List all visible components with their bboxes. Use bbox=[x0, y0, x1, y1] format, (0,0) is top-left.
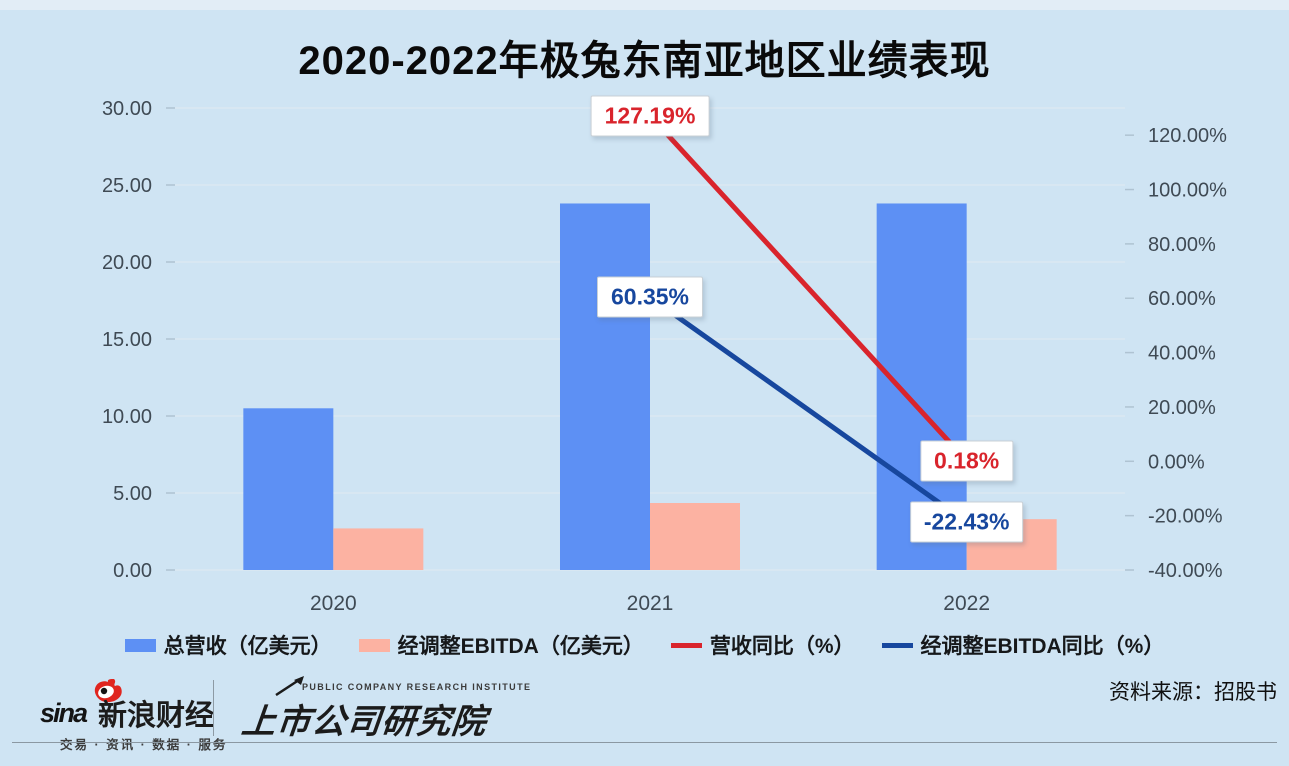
right-axis-tick-label: 0.00% bbox=[1148, 451, 1205, 473]
left-axis-tick-label: 5.00 bbox=[113, 483, 152, 505]
left-axis-tick-label: 20.00 bbox=[102, 252, 152, 274]
top-strip bbox=[0, 0, 1289, 10]
right-axis-tick-label: 40.00% bbox=[1148, 343, 1216, 365]
footer-divider bbox=[213, 680, 214, 736]
legend-label-revenue-yoy: 营收同比（%） bbox=[709, 635, 855, 658]
legend-item-revenue-yoy: 营收同比（%） bbox=[670, 630, 855, 660]
chart-legend: 总营收（亿美元） 经调整EBITDA（亿美元） 营收同比（%） 经调整EBITD… bbox=[0, 630, 1289, 660]
bar-ebitda bbox=[650, 503, 740, 570]
line-ebitda-yoy bbox=[647, 294, 970, 525]
bar-revenue bbox=[243, 408, 334, 570]
chart-title: 2020-2022年极兔东南亚地区业绩表现 bbox=[298, 39, 991, 83]
sina-slogan: 交易 · 资讯 · 数据 · 服务 bbox=[60, 738, 228, 752]
data-label-revenue-yoy: 127.19% bbox=[590, 95, 710, 137]
legend-label-ebitda: 经调整EBITDA（亿美元） bbox=[397, 635, 644, 658]
ebitda-yoy-line-swatch-icon bbox=[881, 642, 913, 648]
right-axis-tick-label: 60.00% bbox=[1148, 288, 1216, 310]
data-label-ebitda-yoy: -22.43% bbox=[909, 501, 1024, 543]
institute-name-en: PUBLIC COMPANY RESEARCH INSTITUTE bbox=[302, 682, 532, 692]
revenue-yoy-line-swatch-icon bbox=[670, 642, 702, 648]
left-axis-tick-label: 15.00 bbox=[102, 329, 152, 351]
legend-label-revenue: 总营收（亿美元） bbox=[163, 635, 332, 658]
legend-item-ebitda-yoy: 经调整EBITDA同比（%） bbox=[881, 630, 1165, 660]
footer: sina 新浪财经 交易 · 资讯 · 数据 · 服务 PUBLIC COMPA… bbox=[0, 668, 1289, 766]
legend-item-revenue: 总营收（亿美元） bbox=[124, 630, 332, 660]
left-axis-tick-label: 0.00 bbox=[113, 560, 152, 582]
right-axis-tick-label: -20.00% bbox=[1148, 506, 1223, 528]
left-axis-tick-label: 10.00 bbox=[102, 406, 152, 428]
revenue-bar-swatch-icon bbox=[124, 638, 156, 652]
sina-finance-logo: sina 新浪财经 交易 · 资讯 · 数据 · 服务 bbox=[38, 676, 225, 752]
left-axis-tick-label: 30.00 bbox=[102, 98, 152, 120]
right-axis-tick-label: 120.00% bbox=[1148, 125, 1227, 147]
x-axis-category-label: 2020 bbox=[310, 592, 357, 615]
research-institute-logo: PUBLIC COMPANY RESEARCH INSTITUTE 上市公司研究… bbox=[230, 674, 530, 741]
data-source-note: 资料来源：招股书 bbox=[1109, 681, 1277, 704]
right-axis-tick-label: -40.00% bbox=[1148, 560, 1223, 582]
institute-name-cn: 上市公司研究院 bbox=[239, 703, 489, 741]
legend-item-ebitda: 经调整EBITDA（亿美元） bbox=[358, 630, 644, 660]
left-axis-tick-label: 25.00 bbox=[102, 175, 152, 197]
x-axis-category-label: 2021 bbox=[627, 592, 674, 615]
sina-finance-brand: 新浪财经 bbox=[98, 700, 215, 732]
sina-wordmark: sina bbox=[40, 698, 88, 728]
sina-flame-icon bbox=[94, 679, 122, 703]
bar-ebitda bbox=[333, 528, 424, 570]
arrow-up-icon bbox=[275, 676, 304, 696]
data-label-ebitda-yoy: 60.35% bbox=[596, 276, 704, 318]
right-axis-tick-label: 80.00% bbox=[1148, 234, 1216, 256]
line-revenue-yoy bbox=[647, 113, 970, 464]
footer-rule bbox=[12, 742, 1277, 743]
legend-label-ebitda-yoy: 经调整EBITDA同比（%） bbox=[920, 635, 1165, 658]
x-axis-category-label: 2022 bbox=[943, 592, 990, 615]
right-axis-tick-label: 20.00% bbox=[1148, 397, 1216, 419]
right-axis-tick-label: 100.00% bbox=[1148, 180, 1227, 202]
ebitda-bar-swatch-icon bbox=[358, 638, 390, 652]
data-label-revenue-yoy: 0.18% bbox=[920, 440, 1014, 482]
bar-revenue bbox=[560, 203, 650, 571]
